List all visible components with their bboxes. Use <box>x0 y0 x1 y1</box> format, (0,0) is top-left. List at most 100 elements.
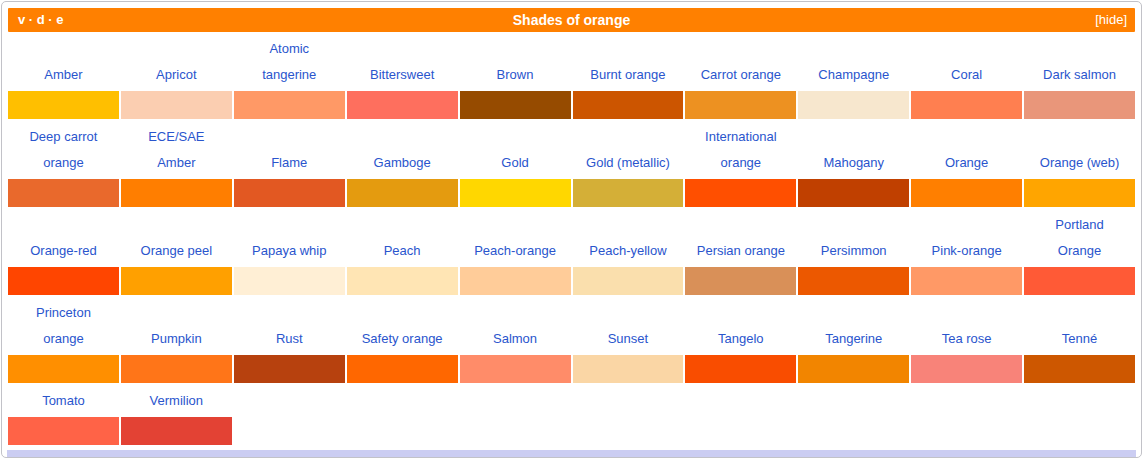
color-swatch <box>911 267 1022 295</box>
color-cell: Coral <box>911 34 1022 119</box>
color-cell: Deep carrot orange <box>8 122 119 207</box>
color-cell: Bittersweet <box>347 34 458 119</box>
color-link[interactable]: Rust <box>234 324 345 355</box>
color-link[interactable]: Apricot <box>121 60 232 91</box>
color-swatch <box>460 179 571 207</box>
color-swatch <box>573 267 684 295</box>
navbox-title: Shades of orange <box>513 12 630 28</box>
color-swatch <box>234 267 345 295</box>
color-link[interactable]: Coral <box>911 60 1022 91</box>
color-cell: Portland Orange <box>1024 210 1135 295</box>
vde-links[interactable]: v · d · e <box>18 8 64 32</box>
color-swatch <box>121 267 232 295</box>
color-row: Princeton orangePumpkinRustSafety orange… <box>8 298 1135 383</box>
color-cell: Orange peel <box>121 210 232 295</box>
color-link[interactable]: Safety orange <box>347 324 458 355</box>
color-cell: Rust <box>234 298 345 383</box>
color-cell: Persian orange <box>685 210 796 295</box>
color-link[interactable]: Papaya whip <box>234 236 345 267</box>
color-link[interactable]: Peach-yellow <box>573 236 684 267</box>
color-cell: Peach-orange <box>460 210 571 295</box>
color-link[interactable]: Carrot orange <box>685 60 796 91</box>
color-link[interactable]: Gold (metallic) <box>573 148 684 179</box>
color-cell: Brown <box>460 34 571 119</box>
color-swatch <box>8 91 119 119</box>
color-link[interactable]: Peach <box>347 236 458 267</box>
color-link[interactable]: Bittersweet <box>347 60 458 91</box>
color-swatch <box>798 355 909 383</box>
color-cell: Dark salmon <box>1024 34 1135 119</box>
color-cell: Apricot <box>121 34 232 119</box>
color-swatch <box>798 267 909 295</box>
color-cell: Tea rose <box>911 298 1022 383</box>
color-cell: Persimmon <box>798 210 909 295</box>
color-swatch <box>911 179 1022 207</box>
color-swatch <box>8 417 119 445</box>
color-link[interactable]: Tangelo <box>685 324 796 355</box>
color-cell: Pink-orange <box>911 210 1022 295</box>
color-link[interactable]: Orange peel <box>121 236 232 267</box>
color-cell: Peach <box>347 210 458 295</box>
color-link[interactable]: Tangerine <box>798 324 909 355</box>
color-link[interactable]: Tea rose <box>911 324 1022 355</box>
color-swatch <box>460 267 571 295</box>
color-cell: Champagne <box>798 34 909 119</box>
color-swatch <box>121 91 232 119</box>
color-link[interactable]: Persimmon <box>798 236 909 267</box>
color-link[interactable]: ECE/SAE Amber <box>121 122 232 179</box>
color-link[interactable]: International orange <box>685 122 796 179</box>
color-swatch <box>347 91 458 119</box>
color-link[interactable]: Tomato <box>8 386 119 417</box>
color-cell: Orange-red <box>8 210 119 295</box>
color-swatch <box>1024 355 1135 383</box>
color-row: Orange-redOrange peelPapaya whipPeachPea… <box>8 210 1135 295</box>
color-link[interactable]: Portland Orange <box>1024 210 1135 267</box>
color-swatch <box>1024 267 1135 295</box>
color-link[interactable]: Gold <box>460 148 571 179</box>
color-swatch <box>234 179 345 207</box>
color-link[interactable]: Gamboge <box>347 148 458 179</box>
color-swatch <box>685 91 796 119</box>
color-link[interactable]: Deep carrot orange <box>8 122 119 179</box>
color-link[interactable]: Pumpkin <box>121 324 232 355</box>
color-cell: Vermilion <box>121 386 232 445</box>
color-swatch <box>798 179 909 207</box>
color-cell: Tangelo <box>685 298 796 383</box>
color-link[interactable]: Amber <box>8 60 119 91</box>
color-link[interactable]: Vermilion <box>121 386 232 417</box>
color-cell: Peach-yellow <box>573 210 684 295</box>
color-link[interactable]: Orange (web) <box>1024 148 1135 179</box>
color-link[interactable]: Mahogany <box>798 148 909 179</box>
color-cell: Orange (web) <box>1024 122 1135 207</box>
color-swatch <box>460 355 571 383</box>
color-cell: Sunset <box>573 298 684 383</box>
color-swatch <box>685 267 796 295</box>
color-link[interactable]: Orange <box>911 148 1022 179</box>
color-swatch <box>573 91 684 119</box>
color-link[interactable]: Burnt orange <box>573 60 684 91</box>
color-link[interactable]: Brown <box>460 60 571 91</box>
color-link[interactable]: Peach-orange <box>460 236 571 267</box>
color-swatch <box>121 179 232 207</box>
color-link[interactable]: Orange-red <box>8 236 119 267</box>
color-link[interactable]: Dark salmon <box>1024 60 1135 91</box>
color-link[interactable]: Salmon <box>460 324 571 355</box>
color-row: TomatoVermilion <box>8 386 1135 445</box>
color-cell: Tangerine <box>798 298 909 383</box>
color-link[interactable]: Sunset <box>573 324 684 355</box>
color-link[interactable]: Tenné <box>1024 324 1135 355</box>
color-link[interactable]: Atomic tangerine <box>234 34 345 91</box>
color-cell: Orange <box>911 122 1022 207</box>
color-link[interactable]: Champagne <box>798 60 909 91</box>
color-link[interactable]: Pink-orange <box>911 236 1022 267</box>
hide-button[interactable]: [hide] <box>1095 8 1127 32</box>
color-row: Deep carrot orangeECE/SAE AmberFlameGamb… <box>8 122 1135 207</box>
color-swatch <box>911 355 1022 383</box>
color-cell: Princeton orange <box>8 298 119 383</box>
color-link[interactable]: Flame <box>234 148 345 179</box>
color-swatch <box>121 417 232 445</box>
color-cell: Atomic tangerine <box>234 34 345 119</box>
color-cell: International orange <box>685 122 796 207</box>
color-link[interactable]: Princeton orange <box>8 298 119 355</box>
color-link[interactable]: Persian orange <box>685 236 796 267</box>
